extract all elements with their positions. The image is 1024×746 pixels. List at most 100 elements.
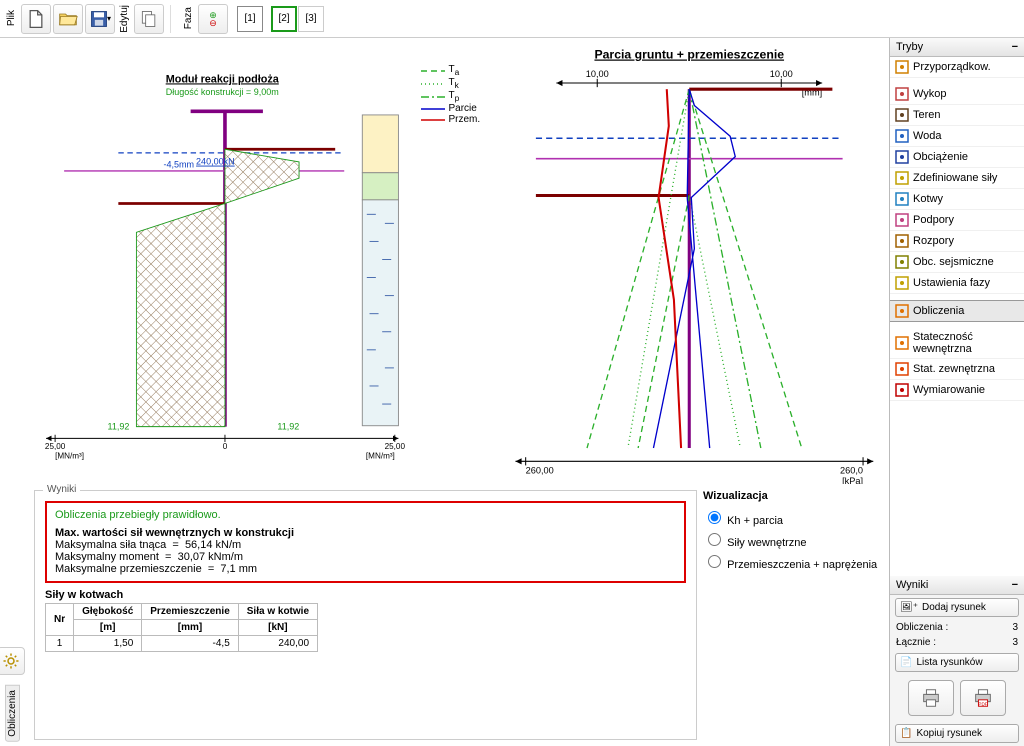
phase-button-3[interactable]: [3] [298, 6, 324, 32]
print-pdf-button[interactable]: PDF [960, 680, 1006, 716]
subgrade-reaction-chart: Moduł reakcji podłoża Długość konstrukcj… [28, 44, 417, 484]
minimize-button[interactable]: − [1012, 41, 1018, 53]
chart-legend: Ta Tk Tp Parcie Przem. [421, 44, 491, 484]
tryby-label: Stat. zewnętrzna [913, 363, 995, 375]
print-button[interactable] [908, 680, 954, 716]
svg-text:25,00: 25,00 [45, 442, 66, 451]
tryby-label: Obciążenie [913, 151, 968, 163]
wyniki-side-panel: Wyniki − 🖼⁺ Dodaj rysunek Obliczenia :3 … [890, 576, 1024, 746]
plik-label: Plik [4, 8, 19, 28]
open-file-button[interactable] [53, 4, 83, 34]
add-drawing-button[interactable]: 🖼⁺ Dodaj rysunek [895, 598, 1019, 617]
main-area: Obliczenia Moduł reakcji podłoża Długość… [0, 38, 1024, 746]
dim-icon [895, 383, 909, 397]
svg-text:PDF: PDF [978, 701, 987, 706]
right-column: Tryby − Przyporządkow.WykopTerenWodaObci… [889, 38, 1024, 746]
tryby-item-3[interactable]: Woda [890, 126, 1024, 147]
seismic-icon [895, 255, 909, 269]
svg-text:[MN/m³]: [MN/m³] [366, 451, 395, 460]
tryby-label: Wykop [913, 88, 947, 100]
tryby-label: Stateczność wewnętrzna [913, 331, 1019, 355]
tryby-label: Podpory [913, 214, 954, 226]
svg-text:[MN/m³]: [MN/m³] [55, 451, 84, 460]
tryby-item-8[interactable]: Rozpory [890, 231, 1024, 252]
svg-text:0: 0 [223, 442, 228, 451]
wyniki-side-header: Wyniki − [890, 576, 1024, 595]
tryby-label: Kotwy [913, 193, 943, 205]
tryby-item-12[interactable]: Stateczność wewnętrzna [890, 328, 1024, 359]
add-remove-phase-button[interactable]: ⊕⊖ [198, 4, 228, 34]
viz-option-0[interactable]: Kh + parcia [703, 508, 883, 527]
minimize-button[interactable]: − [1012, 579, 1018, 591]
pressure-displacement-chart: Parcia gruntu + przemieszczenie 10,00 10… [495, 44, 884, 484]
side-row: Łącznie :3 [890, 635, 1024, 650]
tryby-list: Przyporządkow. Wykop Teren Woda Obciążenie Zd… [890, 57, 1024, 576]
viz-heading: Wizualizacja [703, 490, 883, 502]
phase-button-2[interactable]: [2] [271, 6, 297, 32]
svg-text:10,00: 10,00 [585, 69, 608, 79]
tryby-label: Rozpory [913, 235, 954, 247]
svg-text:[kPa]: [kPa] [842, 476, 863, 484]
support-icon [895, 213, 909, 227]
result-line: Maksymalna siła tnąca = 56,14 kN/m [55, 539, 676, 551]
list-icon: 📄 [900, 657, 912, 668]
tryby-item-9[interactable]: Obc. sejsmiczne [890, 252, 1024, 273]
anchors-heading: Siły w kotwach [45, 589, 686, 601]
excav-icon [895, 87, 909, 101]
svg-text:11,92: 11,92 [277, 421, 299, 431]
anchors-table: Nr Głębokość Przemieszczenie Siła w kotw… [45, 603, 318, 652]
side-row: Obliczenia :3 [890, 620, 1024, 635]
svg-text:260,0: 260,0 [840, 466, 863, 476]
result-line: Maksymalne przemieszczenie = 7,1 mm [55, 563, 676, 575]
results-summary-box: Obliczenia przebiegły prawidłowo. Max. w… [45, 501, 686, 583]
tryby-item-1[interactable]: Wykop [890, 84, 1024, 105]
svg-text:11,92: 11,92 [108, 421, 130, 431]
viz-option-2[interactable]: Przemieszczenia + naprężenia [703, 552, 883, 571]
viz-option-1[interactable]: Siły wewnętrzne [703, 530, 883, 549]
stab-icon [895, 336, 909, 350]
calc-ok-text: Obliczenia przebiegły prawidłowo. [55, 509, 676, 521]
calc-icon [895, 304, 909, 318]
tryby-item-4[interactable]: Obciążenie [890, 147, 1024, 168]
tryby-label: Ustawienia fazy [913, 277, 990, 289]
charts-row: Moduł reakcji podłoża Długość konstrukcj… [22, 38, 889, 484]
tryby-label: Obliczenia [913, 305, 964, 317]
settings-icon [895, 276, 909, 290]
left-gutter: Obliczenia [0, 38, 22, 746]
svg-text:25,00: 25,00 [385, 442, 406, 451]
tryby-item-7[interactable]: Podpory [890, 210, 1024, 231]
visualization-panel: Wizualizacja Kh + parcia Siły wewnętrzne… [703, 490, 883, 740]
copy-button[interactable] [134, 4, 164, 34]
copy-icon: 📋 [900, 728, 912, 739]
drawing-list-button[interactable]: 📄 Lista rysunków [895, 653, 1019, 672]
tryby-item-13[interactable]: Stat. zewnętrzna [890, 359, 1024, 380]
svg-text:260,00: 260,00 [525, 466, 553, 476]
copy-drawing-button[interactable]: 📋 Kopiuj rysunek [895, 724, 1019, 743]
svg-text:-4,5mm: -4,5mm [164, 159, 195, 169]
tryby-item-11[interactable]: Obliczenia [890, 300, 1024, 322]
tryby-item-10[interactable]: Ustawienia fazy [890, 273, 1024, 294]
tryby-label: Teren [913, 109, 941, 121]
new-file-button[interactable] [21, 4, 51, 34]
load-icon [895, 150, 909, 164]
workarea: Moduł reakcji podłoża Długość konstrukcj… [22, 38, 889, 746]
results-panel: Wyniki Obliczenia przebiegły prawidłowo.… [34, 490, 697, 740]
chart-title: Moduł reakcji podłoża [166, 73, 280, 85]
tryby-item-6[interactable]: Kotwy [890, 189, 1024, 210]
tryby-item-5[interactable]: Zdefiniowane siły [890, 168, 1024, 189]
table-row: 1 1,50 -4,5 240,00 [46, 636, 318, 652]
anchor-icon [895, 192, 909, 206]
save-button[interactable]: ▾ [85, 4, 115, 34]
phase-button-1[interactable]: [1] [237, 6, 263, 32]
tryby-item-2[interactable]: Teren [890, 105, 1024, 126]
bottom-tab-obliczenia[interactable]: Obliczenia [5, 685, 20, 742]
tryby-label: Zdefiniowane siły [913, 172, 997, 184]
tryby-label: Woda [913, 130, 942, 142]
add-drawing-icon: 🖼⁺ [900, 602, 918, 613]
terrain-icon [895, 108, 909, 122]
tryby-label: Wymiarowanie [913, 384, 985, 396]
faza-label: Faza [181, 5, 196, 31]
svg-text:240,00kN: 240,00kN [196, 157, 235, 167]
tryby-item-14[interactable]: Wymiarowanie [890, 380, 1024, 401]
tryby-item-0[interactable]: Przyporządkow. [890, 57, 1024, 78]
